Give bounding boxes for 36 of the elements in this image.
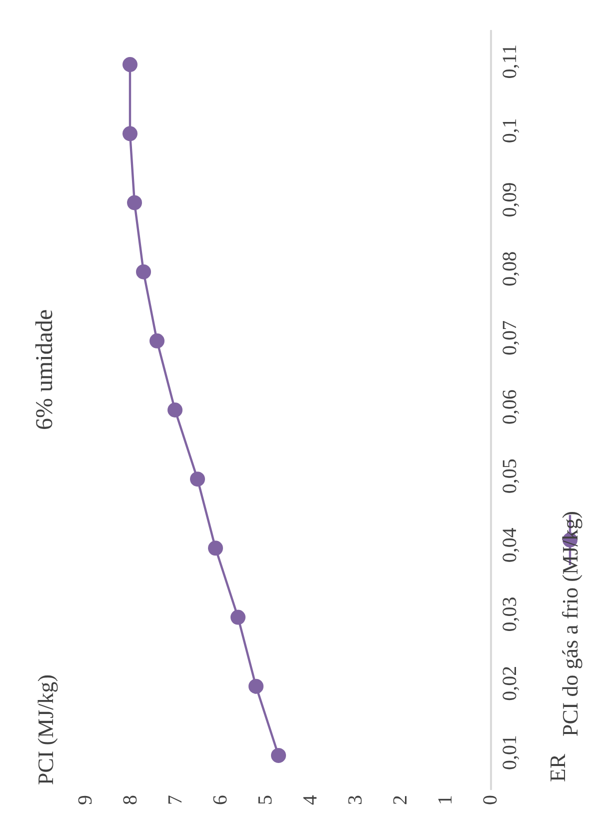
- y-tick-label: 0,07: [498, 320, 521, 356]
- point: [150, 333, 164, 348]
- x-tick-label: 1: [434, 795, 456, 805]
- x-tick-label: 3: [344, 795, 366, 805]
- point: [168, 402, 182, 418]
- y-tick-label: 0,11: [498, 44, 521, 79]
- point: [122, 126, 138, 142]
- point: [271, 748, 286, 763]
- point: [230, 610, 246, 625]
- y-axis-title: ER: [545, 754, 570, 782]
- x-tick-label: 2: [390, 795, 412, 805]
- text: 6% umidade: [32, 309, 58, 430]
- point: [248, 678, 264, 694]
- x-tick-label: 4: [300, 795, 322, 805]
- text: PCI (MJ/kg): [33, 674, 58, 785]
- y-tick-label: 0,04: [498, 528, 521, 563]
- x-tick-label: 6: [210, 795, 232, 805]
- x-tick-label: 5: [254, 795, 276, 805]
- y-tick-label: 0,03: [498, 596, 521, 632]
- point: [122, 57, 138, 72]
- x-tick-label: 8: [120, 795, 142, 805]
- point: [136, 264, 151, 280]
- y-tick-label: 0,1: [498, 118, 521, 144]
- text: PCI do gás a frio (MJ/kg): [558, 511, 582, 736]
- point: [190, 472, 205, 487]
- y-tick-label: 0,06: [498, 390, 521, 424]
- x-tick-label: 0: [480, 795, 502, 805]
- y-tick-label: 0,08: [498, 251, 521, 286]
- y-tick-label: 0,05: [498, 458, 521, 494]
- y-tick-label: 0,02: [498, 666, 521, 701]
- x-tick-label: 9: [74, 795, 96, 805]
- y-tick-label: 0,01: [498, 734, 521, 770]
- y-tick-label: 0,09: [498, 182, 521, 218]
- point: [127, 195, 142, 210]
- x-tick-label: 7: [164, 795, 186, 805]
- point: [208, 540, 223, 556]
